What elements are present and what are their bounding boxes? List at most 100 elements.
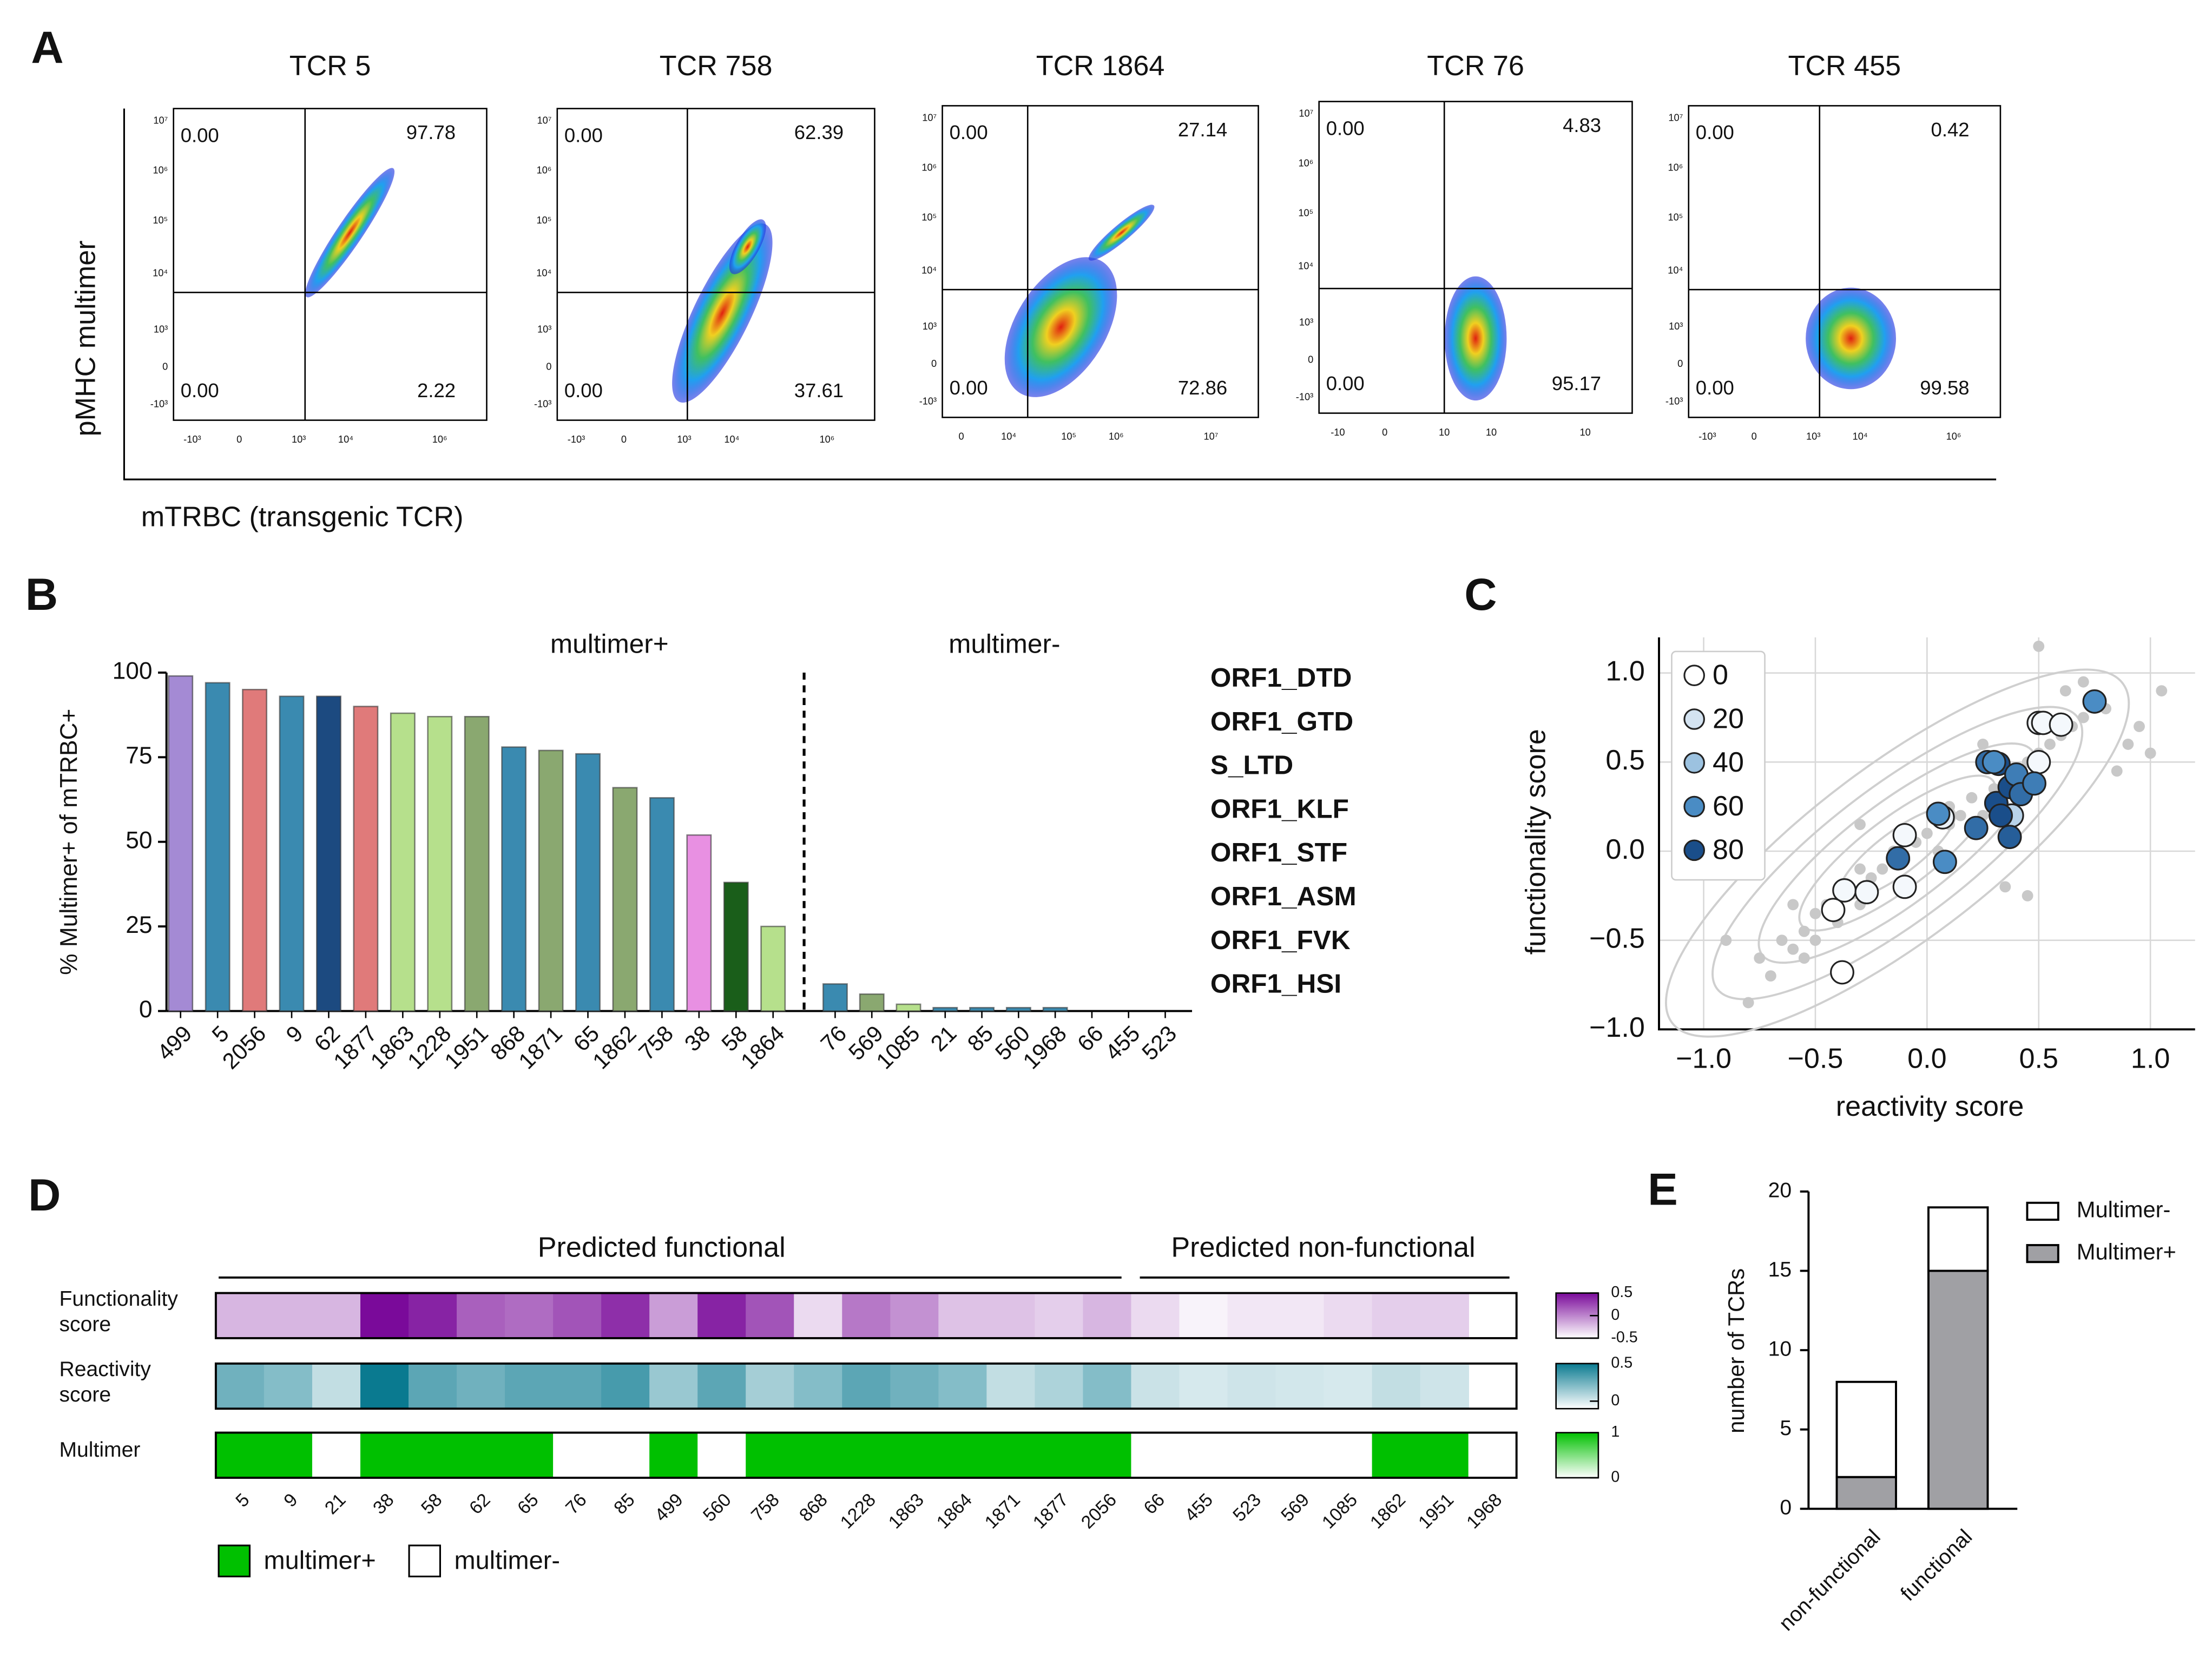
background-point — [1742, 997, 1754, 1009]
heat-cell — [890, 1293, 939, 1338]
x-tick-label: 0 — [621, 433, 627, 445]
density-cloud — [672, 223, 773, 403]
plot-title: TCR 455 — [1788, 50, 1901, 82]
background-point — [2144, 747, 2156, 759]
heat-cell — [553, 1432, 602, 1478]
y-tick-label: -10³ — [1665, 395, 1683, 406]
background-point — [1798, 952, 1810, 964]
x-tick-label: 10³ — [292, 433, 306, 445]
x-tick-label: 10⁴ — [1853, 431, 1868, 442]
x-tick-label: 0 — [1752, 431, 1757, 442]
legend-label: multimer- — [455, 1547, 560, 1575]
heat-cell — [409, 1363, 458, 1409]
y-axis-label: functionality score — [1520, 729, 1552, 955]
y-tick-label: 10⁷ — [153, 115, 168, 126]
y-tick-label: 100 — [113, 658, 153, 685]
quadrant-percent: 2.22 — [417, 379, 456, 402]
y-tick-label: 0 — [1780, 1496, 1792, 1519]
density-cloud — [1444, 276, 1507, 401]
background-point — [1798, 925, 1810, 937]
bar — [168, 675, 194, 1012]
background-point — [1877, 863, 1888, 875]
background-point — [1787, 943, 1799, 955]
heat-cell — [938, 1293, 988, 1338]
highlight-point — [1892, 874, 1917, 899]
quadrant-percent: 62.39 — [794, 121, 844, 143]
x-tick-label: 0 — [959, 431, 964, 442]
background-point — [2044, 739, 2056, 750]
highlight-point — [1997, 825, 2022, 850]
heat-cell — [360, 1293, 410, 1338]
heat-cell — [746, 1432, 795, 1478]
legend-label: Multimer- — [2077, 1196, 2171, 1222]
y-tick-label: 0.5 — [1605, 745, 1644, 776]
x-tick-label: 10 — [1579, 426, 1590, 438]
bar — [205, 682, 231, 1012]
x-tick-label: 0 — [236, 433, 242, 445]
x-tick-label: 10⁶ — [820, 433, 835, 445]
heat-cell — [457, 1363, 506, 1409]
highlight-point — [1821, 898, 1846, 923]
y-tick-label: 10⁶ — [1298, 157, 1313, 169]
heat-cell — [1083, 1293, 1132, 1338]
bar — [575, 753, 601, 1012]
heat-cell — [1372, 1432, 1421, 1478]
panel-letter: B — [25, 569, 58, 620]
row-frame — [214, 1431, 1518, 1479]
quadrant-percent: 0.00 — [1696, 377, 1734, 399]
heat-cell — [1131, 1293, 1180, 1338]
density-contour — [1798, 774, 1997, 932]
heat-cell — [1324, 1432, 1373, 1478]
legend-swatch — [2026, 1201, 2059, 1221]
background-point — [1787, 899, 1799, 911]
quadrant-percent: 0.00 — [181, 124, 219, 146]
highlight-point — [2026, 749, 2051, 774]
background-point — [1754, 952, 1766, 964]
plot-title: TCR 76 — [1427, 50, 1524, 82]
heat-cell — [1131, 1363, 1180, 1409]
heat-cell — [1468, 1432, 1517, 1478]
background-point — [2077, 676, 2089, 688]
background-point — [1966, 792, 1978, 804]
heat-cell — [746, 1363, 795, 1409]
background-point — [1809, 935, 1821, 946]
colorbar-tick-label: 0 — [1611, 1469, 1620, 1486]
group-label: multimer- — [949, 629, 1060, 659]
legend-label: Multimer+ — [2077, 1239, 2176, 1265]
y-tick-label: 10⁴ — [153, 267, 168, 279]
bar — [390, 712, 416, 1012]
highlight-point — [1830, 960, 1854, 985]
panel-letter: C — [1464, 569, 1497, 620]
group-label: Predicted non-functional — [1171, 1232, 1475, 1264]
legend-swatch — [1683, 664, 1705, 687]
legend-label: ORF1_ASM — [1210, 881, 1357, 911]
quadrant-percent: 0.00 — [564, 124, 603, 146]
highlight-point — [1886, 846, 1911, 871]
quadrant-percent: 0.00 — [1326, 117, 1365, 139]
x-tick-label: 1.0 — [2131, 1043, 2170, 1074]
x-axis-label: reactivity score — [1836, 1091, 2024, 1122]
heat-cell — [312, 1432, 361, 1478]
row-label: score — [59, 1383, 111, 1406]
heat-cell — [649, 1363, 699, 1409]
y-tick-label: 10 — [1768, 1337, 1792, 1360]
y-tick-label: -10³ — [1296, 391, 1313, 403]
heat-cell — [505, 1293, 554, 1338]
x-tick-label: 10⁷ — [1204, 431, 1219, 442]
y-tick-label: 10⁶ — [537, 164, 552, 176]
y-axis-label: % Multimer+ of mTRBC+ — [56, 709, 82, 975]
heat-cell — [360, 1363, 410, 1409]
heat-cell — [360, 1432, 410, 1478]
y-axis-label: pMHC multimer — [70, 240, 101, 436]
background-point — [2122, 739, 2134, 750]
bar — [242, 688, 268, 1012]
bar — [822, 983, 848, 1012]
legend-label: ORF1_STF — [1210, 838, 1347, 867]
legend-label: multimer+ — [264, 1547, 376, 1575]
heat-cell — [264, 1432, 313, 1478]
heat-cell — [697, 1293, 747, 1338]
y-tick-label: 5 — [1780, 1417, 1792, 1440]
y-tick-label: 10⁵ — [921, 212, 937, 223]
density-cloud — [1088, 205, 1155, 261]
bar — [1005, 1006, 1031, 1012]
